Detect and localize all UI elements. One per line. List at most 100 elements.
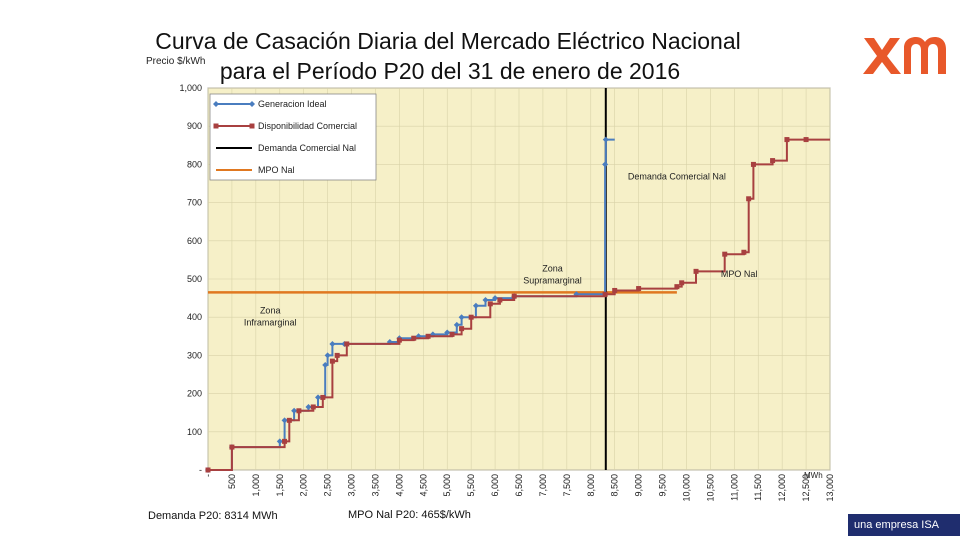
x-tick-label: 4,500	[418, 474, 428, 497]
x-tick-label: 2,500	[323, 474, 333, 497]
xm-logo	[858, 22, 948, 82]
data-point-disponibilidad-comercial	[511, 293, 517, 299]
x-tick-label: 2,000	[299, 474, 309, 497]
data-point-disponibilidad-comercial	[770, 158, 776, 164]
x-tick-label: 8,500	[610, 474, 620, 497]
data-point-generacion-ideal	[602, 161, 609, 168]
x-tick-label: 4,000	[394, 474, 404, 497]
y-tick-label: 400	[187, 312, 202, 322]
data-point-disponibilidad-comercial	[602, 291, 608, 297]
data-point-disponibilidad-comercial	[310, 404, 316, 410]
data-point-disponibilidad-comercial	[487, 301, 493, 307]
y-tick-label: 900	[187, 121, 202, 131]
data-point-generacion-ideal	[305, 403, 312, 410]
legend-label: Generacion Ideal	[258, 99, 327, 109]
data-point-generacion-ideal	[329, 340, 336, 347]
y-tick-label: 1,000	[179, 83, 202, 93]
demanda-note: Demanda P20: 8314 MWh	[148, 510, 278, 522]
data-point-generacion-ideal	[322, 361, 329, 368]
data-point-disponibilidad-comercial	[229, 444, 235, 450]
x-tick-label: 7,500	[562, 474, 572, 497]
data-point-generacion-ideal	[492, 295, 499, 302]
data-point-disponibilidad-comercial	[497, 297, 503, 303]
x-tick-label: 7,000	[538, 474, 548, 497]
y-axis-label: Precio $/kWh	[146, 56, 206, 67]
x-tick-label: 8,000	[586, 474, 596, 497]
legend-box	[209, 93, 377, 181]
x-tick-label: 1,500	[275, 474, 285, 497]
annotation-label: MPO Nal	[721, 269, 758, 279]
legend-marker	[249, 123, 255, 129]
y-tick-label: 500	[187, 274, 202, 284]
y-tick-label: 300	[187, 350, 202, 360]
x-tick-label: -	[203, 474, 213, 477]
data-point-generacion-ideal	[453, 321, 460, 328]
x-tick-label: 1,000	[251, 474, 261, 497]
data-point-generacion-ideal	[482, 297, 489, 304]
data-point-disponibilidad-comercial	[334, 352, 340, 358]
x-tick-label: 5,500	[466, 474, 476, 497]
legend-label: MPO Nal	[258, 165, 295, 175]
x-axis-label: MWh	[804, 471, 823, 480]
data-point-disponibilidad-comercial	[746, 196, 752, 202]
data-point-disponibilidad-comercial	[722, 251, 728, 257]
x-tick-label: 11,500	[753, 474, 763, 501]
data-point-generacion-ideal	[291, 407, 298, 414]
y-tick-label: 800	[187, 159, 202, 169]
data-point-disponibilidad-comercial	[674, 284, 680, 290]
footer-tagline: una empresa ISA	[848, 514, 960, 536]
x-tick-label: 10,500	[705, 474, 715, 502]
data-point-disponibilidad-comercial	[636, 286, 642, 292]
x-tick-label: 3,500	[370, 474, 380, 497]
data-point-disponibilidad-comercial	[411, 335, 417, 341]
y-tick-label: 600	[187, 236, 202, 246]
data-point-disponibilidad-comercial	[286, 417, 292, 423]
data-point-disponibilidad-comercial	[612, 287, 618, 293]
data-point-disponibilidad-comercial	[449, 331, 455, 337]
annotation-label: Inframarginal	[244, 317, 297, 327]
data-point-generacion-ideal	[444, 329, 451, 336]
data-point-disponibilidad-comercial	[459, 326, 465, 332]
legend-label: Demanda Comercial Nal	[258, 143, 356, 153]
xm-logo-icon	[863, 37, 946, 74]
x-tick-label: 3,000	[347, 474, 357, 497]
data-point-disponibilidad-comercial	[296, 408, 302, 414]
data-point-disponibilidad-comercial	[803, 137, 809, 143]
annotation-label: Demanda Comercial Nal	[628, 172, 726, 182]
data-point-generacion-ideal	[458, 314, 465, 321]
y-tick-label: -	[199, 465, 202, 475]
data-point-disponibilidad-comercial	[693, 268, 699, 274]
data-point-generacion-ideal	[602, 136, 609, 143]
data-point-generacion-ideal	[324, 352, 331, 359]
x-tick-label: 12,000	[777, 474, 787, 502]
x-tick-label: 13,000	[825, 474, 835, 502]
x-tick-label: 6,500	[514, 474, 524, 497]
data-point-disponibilidad-comercial	[741, 249, 747, 255]
x-tick-label: 10,000	[681, 474, 691, 502]
data-point-disponibilidad-comercial	[282, 438, 288, 444]
x-tick-label: 9,500	[658, 474, 668, 497]
data-point-disponibilidad-comercial	[425, 333, 431, 339]
chart-title-line1: Curva de Casación Diaria del Mercado Elé…	[155, 28, 741, 54]
data-point-disponibilidad-comercial	[205, 467, 211, 473]
data-point-disponibilidad-comercial	[320, 394, 326, 400]
x-tick-label: 6,000	[490, 474, 500, 497]
data-point-generacion-ideal	[472, 302, 479, 309]
legend-label: Disponibilidad Comercial	[258, 121, 357, 131]
chart-title-line2: para el Período P20 del 31 de enero de 2…	[219, 58, 681, 84]
y-tick-label: 200	[187, 389, 202, 399]
data-point-generacion-ideal	[281, 417, 288, 424]
x-tick-label: 500	[227, 474, 237, 489]
data-point-disponibilidad-comercial	[784, 137, 790, 143]
data-point-disponibilidad-comercial	[750, 161, 756, 167]
annotation-label: Zona	[260, 305, 281, 315]
data-point-disponibilidad-comercial	[344, 341, 350, 347]
y-tick-label: 700	[187, 198, 202, 208]
x-tick-label: 9,000	[634, 474, 644, 497]
data-point-disponibilidad-comercial	[468, 314, 474, 320]
x-tick-label: 12,500	[801, 474, 811, 502]
data-point-generacion-ideal	[315, 394, 322, 401]
y-tick-label: 100	[187, 427, 202, 437]
data-point-generacion-ideal	[276, 438, 283, 445]
